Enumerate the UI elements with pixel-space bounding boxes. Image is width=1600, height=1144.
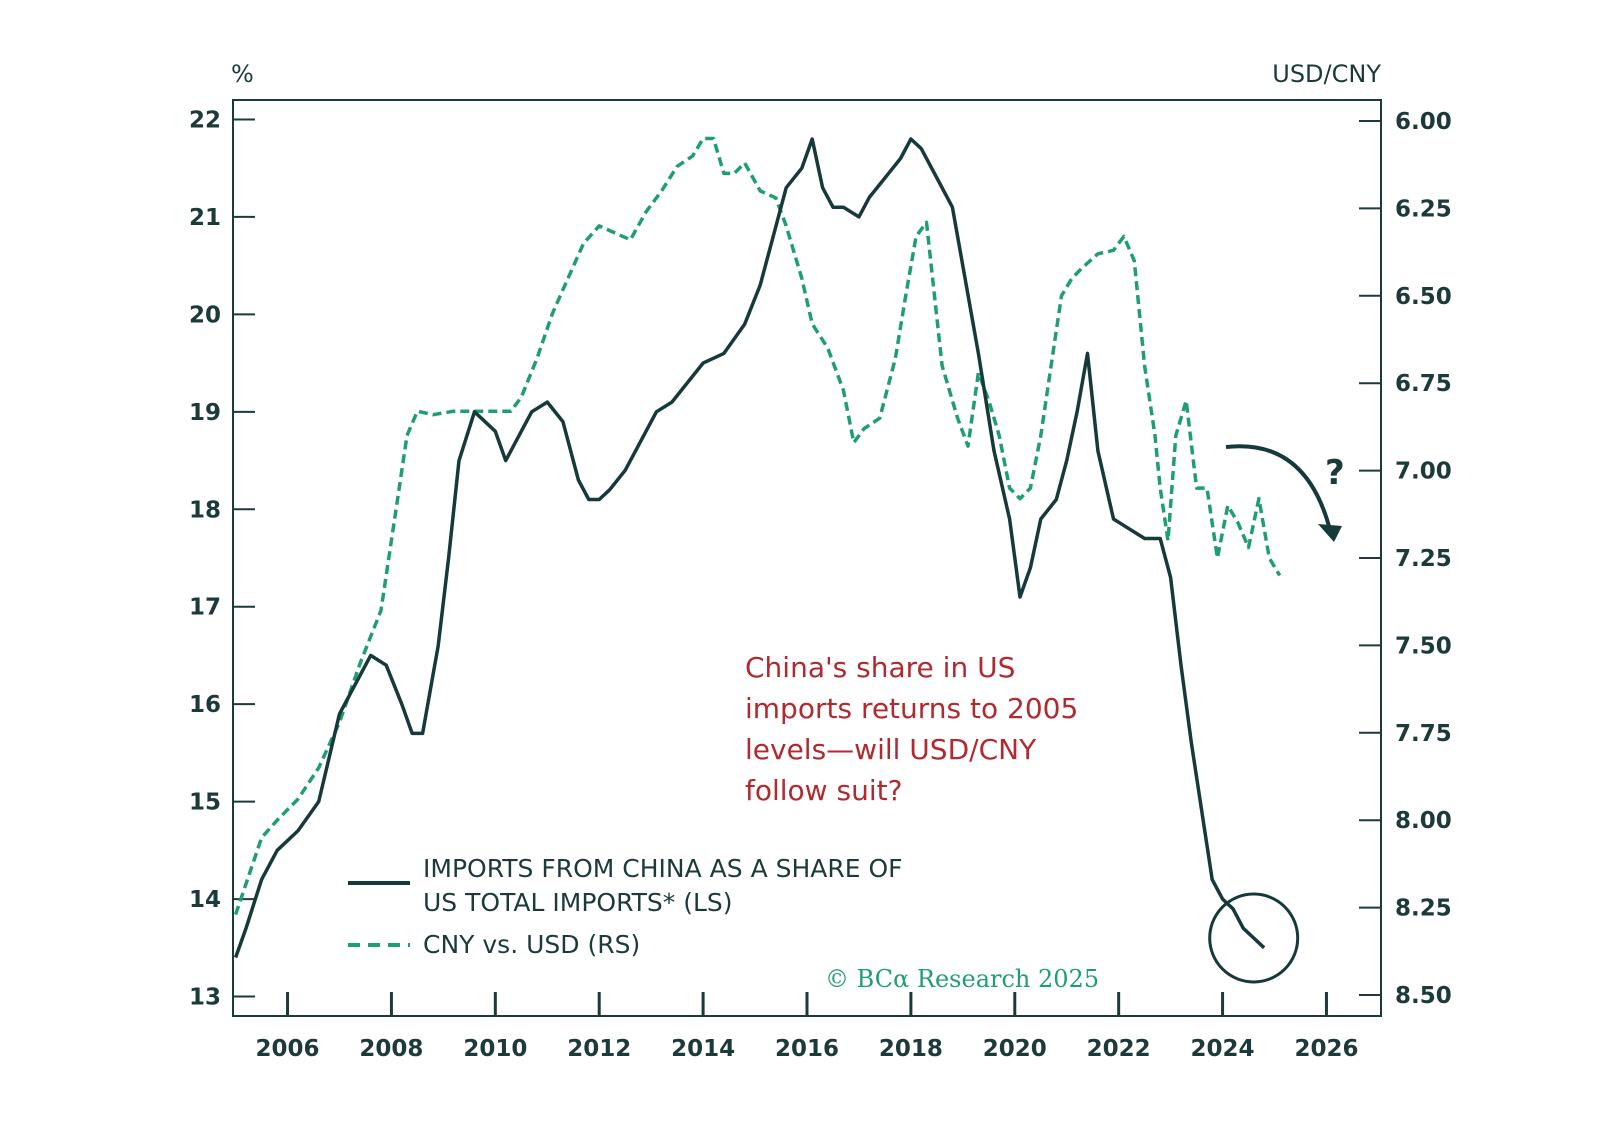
right-tick-label: 7.50 bbox=[1395, 633, 1452, 659]
series-line-cny-usd bbox=[233, 136, 1282, 916]
legend: IMPORTS FROM CHINA AS A SHARE OF US TOTA… bbox=[348, 854, 903, 959]
x-tick-label: 2016 bbox=[775, 1036, 839, 1062]
right-tick-label: 8.25 bbox=[1395, 896, 1452, 922]
left-tick-label: 19 bbox=[189, 400, 221, 426]
right-tick-label: 7.75 bbox=[1395, 721, 1452, 747]
right-tick-label: 6.50 bbox=[1395, 284, 1452, 310]
legend-label-imports-line-1: IMPORTS FROM CHINA AS A SHARE OF bbox=[423, 854, 903, 883]
x-axis-ticks: 2006 2008 2010 2012 2014 2016 2018 2020 2022 2024… bbox=[256, 992, 1358, 1062]
left-tick-label: 15 bbox=[189, 790, 221, 816]
legend-label-imports-line-2: US TOTAL IMPORTS* (LS) bbox=[423, 888, 733, 917]
x-tick-label: 2024 bbox=[1191, 1036, 1255, 1062]
left-tick-label: 20 bbox=[189, 302, 221, 328]
left-tick-label: 22 bbox=[189, 107, 221, 133]
x-tick-label: 2022 bbox=[1087, 1036, 1151, 1062]
credit: © BCα Research 2025 bbox=[825, 965, 1099, 993]
right-tick-label: 8.50 bbox=[1395, 983, 1452, 1009]
x-tick-label: 2014 bbox=[671, 1036, 735, 1062]
x-tick-label: 2020 bbox=[983, 1036, 1047, 1062]
right-axis-ticks: 6.00 6.25 6.50 6.75 7.00 7.25 7.50 7.75 8.00 8.25… bbox=[1359, 109, 1452, 1009]
curved-arrow-head bbox=[1318, 524, 1342, 542]
left-tick-label: 21 bbox=[189, 205, 221, 231]
series-line-imports-share bbox=[233, 137, 1266, 959]
left-tick-label: 18 bbox=[189, 497, 221, 523]
right-tick-label: 6.00 bbox=[1395, 109, 1452, 135]
left-tick-label: 16 bbox=[189, 692, 221, 718]
left-axis-ticks: 13 14 15 16 17 18 19 20 21 22 bbox=[189, 107, 255, 1011]
right-tick-label: 7.25 bbox=[1395, 546, 1452, 572]
annotation-line-2: imports returns to 2005 bbox=[745, 692, 1078, 725]
annotation-line-3: levels—will USD/CNY bbox=[745, 733, 1037, 766]
plot-lines bbox=[233, 136, 1282, 959]
right-tick-label: 6.75 bbox=[1395, 371, 1452, 397]
right-tick-label: 8.00 bbox=[1395, 808, 1452, 834]
legend-label-cny: CNY vs. USD (RS) bbox=[423, 930, 640, 959]
question-mark: ? bbox=[1325, 453, 1345, 493]
x-tick-label: 2012 bbox=[567, 1036, 631, 1062]
x-tick-label: 2010 bbox=[463, 1036, 527, 1062]
x-tick-label: 2026 bbox=[1294, 1036, 1358, 1062]
left-tick-label: 14 bbox=[189, 887, 221, 913]
highlight-circle bbox=[1208, 892, 1300, 984]
x-tick-label: 2008 bbox=[359, 1036, 423, 1062]
right-tick-label: 6.25 bbox=[1395, 196, 1452, 222]
right-tick-label: 7.00 bbox=[1395, 459, 1452, 485]
annotation-line-4: follow suit? bbox=[745, 774, 902, 807]
right-axis-unit: USD/CNY bbox=[1272, 60, 1381, 88]
curved-arrow bbox=[1225, 444, 1332, 531]
x-tick-label: 2006 bbox=[256, 1036, 320, 1062]
left-tick-label: 17 bbox=[189, 595, 221, 621]
left-axis-unit: % bbox=[231, 60, 254, 88]
left-tick-label: 13 bbox=[189, 985, 221, 1011]
annotation-line-1: China's share in US bbox=[745, 651, 1015, 684]
x-tick-label: 2018 bbox=[879, 1036, 943, 1062]
